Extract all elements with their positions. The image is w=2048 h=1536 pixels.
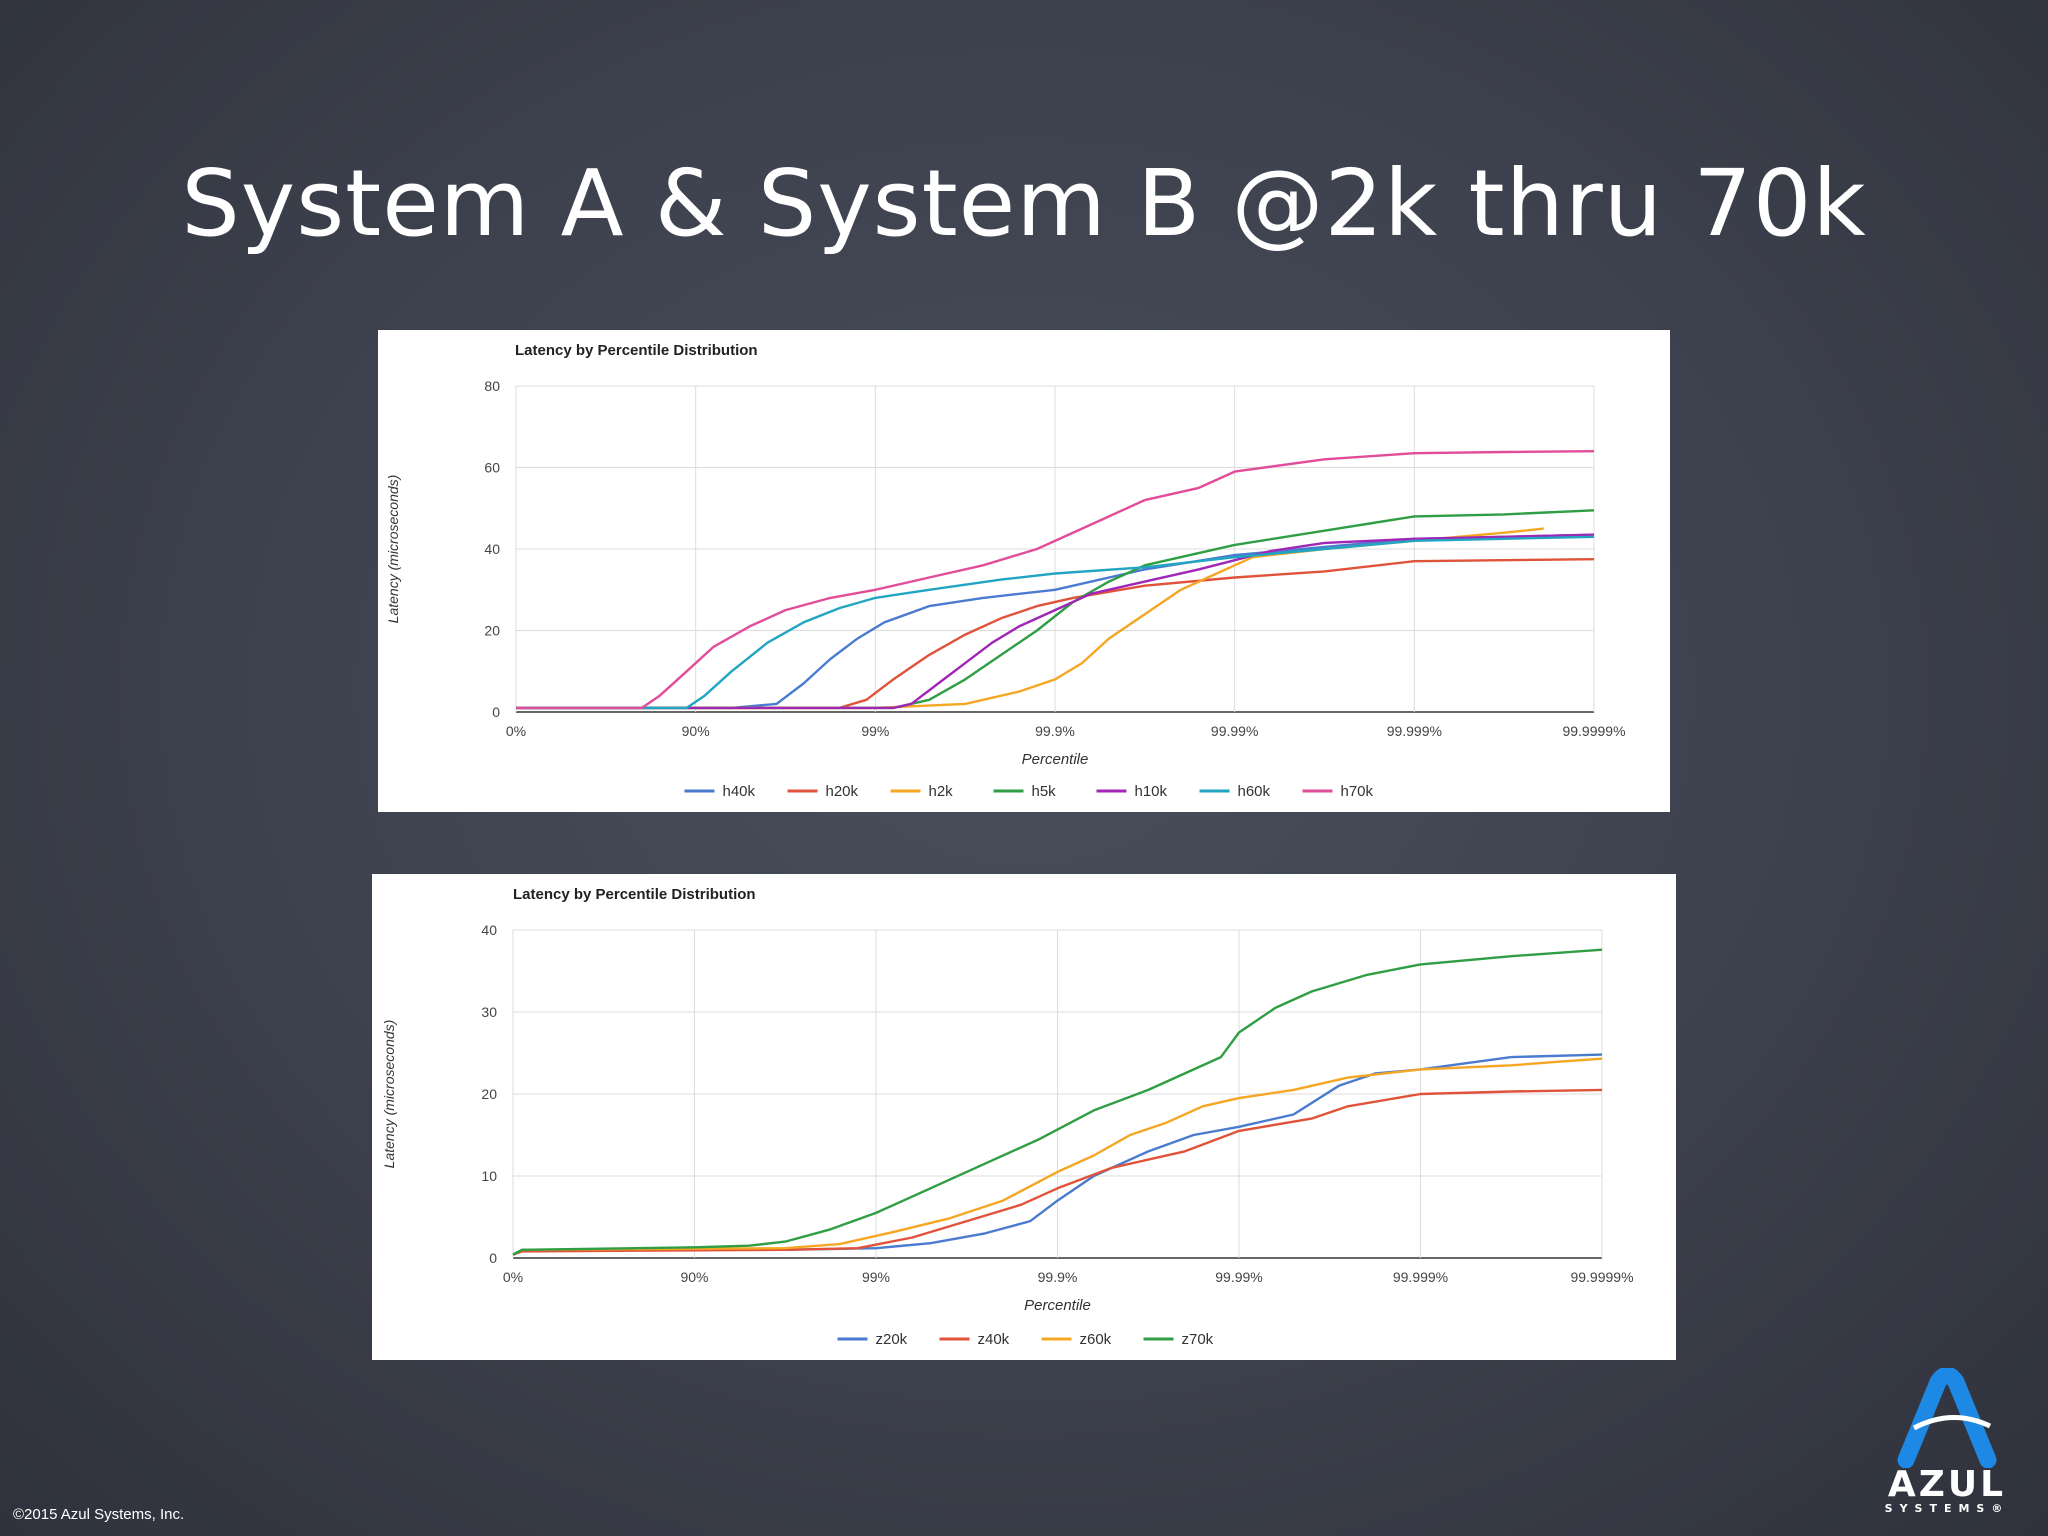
series-line-z40k: [512, 1088, 1603, 1256]
y-tick-label: 20: [484, 623, 500, 639]
legend-label-h40k: h40k: [723, 783, 756, 800]
y-tick-label: 40: [484, 541, 500, 557]
y-axis-label: Latency (microseconds): [381, 1020, 397, 1169]
slide-title: System A & System B @2k thru 70k: [181, 150, 1867, 257]
legend-label-h5k: h5k: [1032, 783, 1057, 800]
chart-title: Latency by Percentile Distribution: [513, 886, 756, 903]
series-line-h5k: [516, 509, 1595, 710]
series-line-z60k: [512, 1057, 1603, 1256]
series-line-h2k: [516, 527, 1544, 710]
x-tick-label: 90%: [682, 723, 710, 739]
azul-a-icon: [1897, 1366, 1997, 1469]
y-tick-label: 60: [484, 460, 500, 476]
legend-label-z70k: z70k: [1182, 1331, 1214, 1348]
y-tick-label: 40: [481, 922, 497, 938]
x-tick-label: 99.999%: [1393, 1269, 1448, 1285]
legend-label-z20k: z20k: [876, 1331, 908, 1348]
legend-label-h20k: h20k: [826, 783, 859, 800]
series-line-h20k: [516, 558, 1595, 710]
legend-label-h70k: h70k: [1341, 783, 1374, 800]
series-line-z70k: [512, 948, 1603, 1256]
legend-label-h2k: h2k: [929, 783, 954, 800]
y-tick-label: 0: [492, 704, 500, 720]
latency-chart-system-a: Latency by Percentile Distribution 0 20 40 6…: [385, 342, 1626, 800]
logo-wordmark: AZUL: [1887, 1464, 2007, 1505]
series-line-h60k: [516, 535, 1595, 710]
y-axis-label: Latency (microseconds): [385, 475, 401, 624]
x-tick-label: 99.99%: [1215, 1269, 1262, 1285]
legend-label-h10k: h10k: [1135, 783, 1168, 800]
x-axis-label: Percentile: [1024, 1297, 1091, 1314]
series-line-h40k: [516, 533, 1595, 710]
legend-label-z60k: z60k: [1080, 1331, 1112, 1348]
x-tick-label: 99.9%: [1038, 1269, 1078, 1285]
x-tick-label: 99%: [861, 723, 889, 739]
chart-panel-system-b: Latency by Percentile Distribution 0 10 20 3…: [372, 874, 1676, 1360]
series-line-h70k: [516, 450, 1595, 710]
x-tick-label: 99.999%: [1387, 723, 1442, 739]
x-tick-label: 99.99%: [1211, 723, 1258, 739]
logo-subtext: SYSTEMS®: [1884, 1502, 2010, 1515]
legend-label-z40k: z40k: [978, 1331, 1010, 1348]
azul-logo: AZUL SYSTEMS®: [1872, 1366, 2022, 1515]
x-tick-label: 0%: [506, 723, 526, 739]
x-axis-label: Percentile: [1022, 751, 1089, 768]
x-tick-label: 99.9999%: [1570, 1269, 1633, 1285]
copyright-text: ©2015 Azul Systems, Inc.: [13, 1506, 185, 1523]
legend-label-h60k: h60k: [1238, 783, 1271, 800]
x-tick-label: 99.9%: [1035, 723, 1075, 739]
chart-panel-system-a: Latency by Percentile Distribution 0 20 40 6…: [378, 330, 1670, 812]
y-tick-label: 20: [481, 1086, 497, 1102]
y-tick-label: 10: [481, 1168, 497, 1184]
x-tick-label: 99.9999%: [1562, 723, 1625, 739]
series-line-h10k: [516, 533, 1595, 710]
y-tick-label: 0: [489, 1250, 497, 1266]
x-tick-label: 99%: [862, 1269, 890, 1285]
x-tick-label: 0%: [503, 1269, 523, 1285]
y-tick-label: 80: [484, 378, 500, 394]
y-tick-label: 30: [481, 1004, 497, 1020]
latency-chart-system-b: Latency by Percentile Distribution 0 10 20 3…: [381, 886, 1634, 1348]
chart-title: Latency by Percentile Distribution: [515, 342, 758, 359]
x-tick-label: 90%: [680, 1269, 708, 1285]
